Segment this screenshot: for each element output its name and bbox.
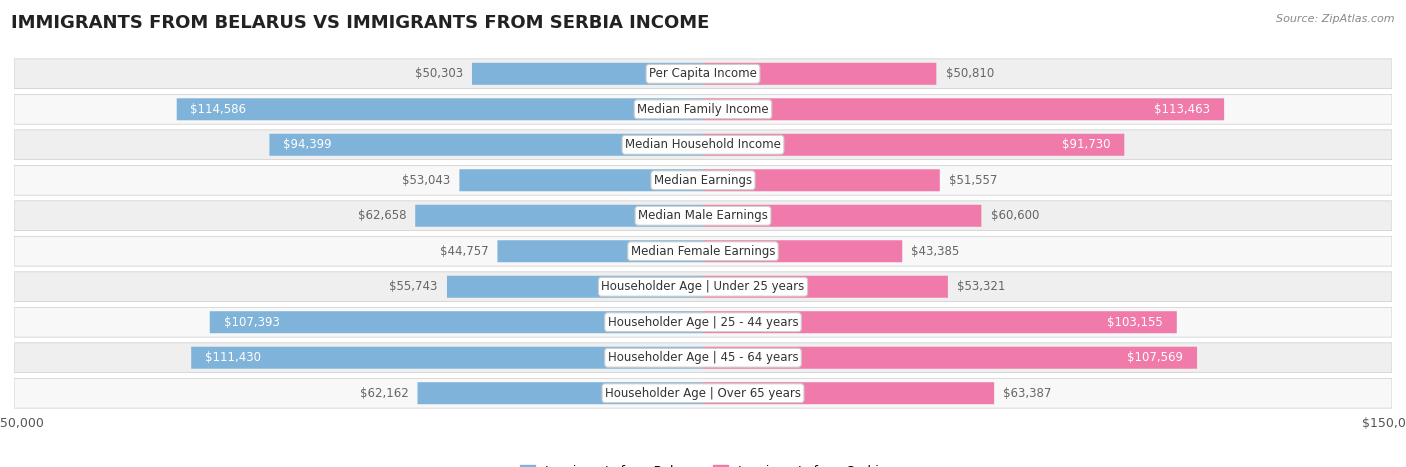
Text: Source: ZipAtlas.com: Source: ZipAtlas.com [1277, 14, 1395, 24]
Text: Householder Age | 45 - 64 years: Householder Age | 45 - 64 years [607, 351, 799, 364]
FancyBboxPatch shape [191, 347, 703, 369]
FancyBboxPatch shape [460, 169, 703, 191]
FancyBboxPatch shape [14, 130, 1392, 160]
FancyBboxPatch shape [14, 343, 1392, 373]
FancyBboxPatch shape [703, 276, 948, 298]
FancyBboxPatch shape [472, 63, 703, 85]
Text: $62,658: $62,658 [357, 209, 406, 222]
FancyBboxPatch shape [703, 240, 903, 262]
Text: $62,162: $62,162 [360, 387, 408, 400]
Text: Median Household Income: Median Household Income [626, 138, 780, 151]
Text: $107,569: $107,569 [1128, 351, 1184, 364]
FancyBboxPatch shape [14, 94, 1392, 124]
Text: Per Capita Income: Per Capita Income [650, 67, 756, 80]
Text: Median Female Earnings: Median Female Earnings [631, 245, 775, 258]
FancyBboxPatch shape [14, 307, 1392, 337]
Text: $63,387: $63,387 [1004, 387, 1052, 400]
Text: $53,043: $53,043 [402, 174, 450, 187]
Text: $111,430: $111,430 [205, 351, 262, 364]
FancyBboxPatch shape [418, 382, 703, 404]
FancyBboxPatch shape [14, 378, 1392, 408]
Text: $44,757: $44,757 [440, 245, 488, 258]
Text: Median Family Income: Median Family Income [637, 103, 769, 116]
FancyBboxPatch shape [703, 98, 1225, 120]
Text: $113,463: $113,463 [1154, 103, 1211, 116]
FancyBboxPatch shape [14, 165, 1392, 195]
Text: $50,303: $50,303 [415, 67, 463, 80]
Text: $55,743: $55,743 [389, 280, 437, 293]
Text: IMMIGRANTS FROM BELARUS VS IMMIGRANTS FROM SERBIA INCOME: IMMIGRANTS FROM BELARUS VS IMMIGRANTS FR… [11, 14, 710, 32]
FancyBboxPatch shape [498, 240, 703, 262]
Text: $50,810: $50,810 [946, 67, 994, 80]
Text: Median Earnings: Median Earnings [654, 174, 752, 187]
Text: $60,600: $60,600 [990, 209, 1039, 222]
FancyBboxPatch shape [415, 205, 703, 227]
Text: $114,586: $114,586 [190, 103, 246, 116]
Text: Householder Age | Under 25 years: Householder Age | Under 25 years [602, 280, 804, 293]
Text: $94,399: $94,399 [283, 138, 332, 151]
FancyBboxPatch shape [703, 63, 936, 85]
FancyBboxPatch shape [703, 169, 939, 191]
FancyBboxPatch shape [703, 311, 1177, 333]
Text: $43,385: $43,385 [911, 245, 960, 258]
FancyBboxPatch shape [703, 347, 1197, 369]
Text: $103,155: $103,155 [1108, 316, 1163, 329]
FancyBboxPatch shape [270, 134, 703, 156]
FancyBboxPatch shape [14, 59, 1392, 89]
Text: $107,393: $107,393 [224, 316, 280, 329]
Legend: Immigrants from Belarus, Immigrants from Serbia: Immigrants from Belarus, Immigrants from… [515, 460, 891, 467]
FancyBboxPatch shape [14, 272, 1392, 302]
FancyBboxPatch shape [14, 236, 1392, 266]
Text: Median Male Earnings: Median Male Earnings [638, 209, 768, 222]
FancyBboxPatch shape [447, 276, 703, 298]
FancyBboxPatch shape [703, 205, 981, 227]
FancyBboxPatch shape [703, 134, 1125, 156]
Text: $53,321: $53,321 [957, 280, 1005, 293]
FancyBboxPatch shape [703, 382, 994, 404]
Text: Householder Age | 25 - 44 years: Householder Age | 25 - 44 years [607, 316, 799, 329]
Text: $91,730: $91,730 [1062, 138, 1111, 151]
Text: Householder Age | Over 65 years: Householder Age | Over 65 years [605, 387, 801, 400]
FancyBboxPatch shape [14, 201, 1392, 231]
FancyBboxPatch shape [209, 311, 703, 333]
Text: $51,557: $51,557 [949, 174, 997, 187]
FancyBboxPatch shape [177, 98, 703, 120]
